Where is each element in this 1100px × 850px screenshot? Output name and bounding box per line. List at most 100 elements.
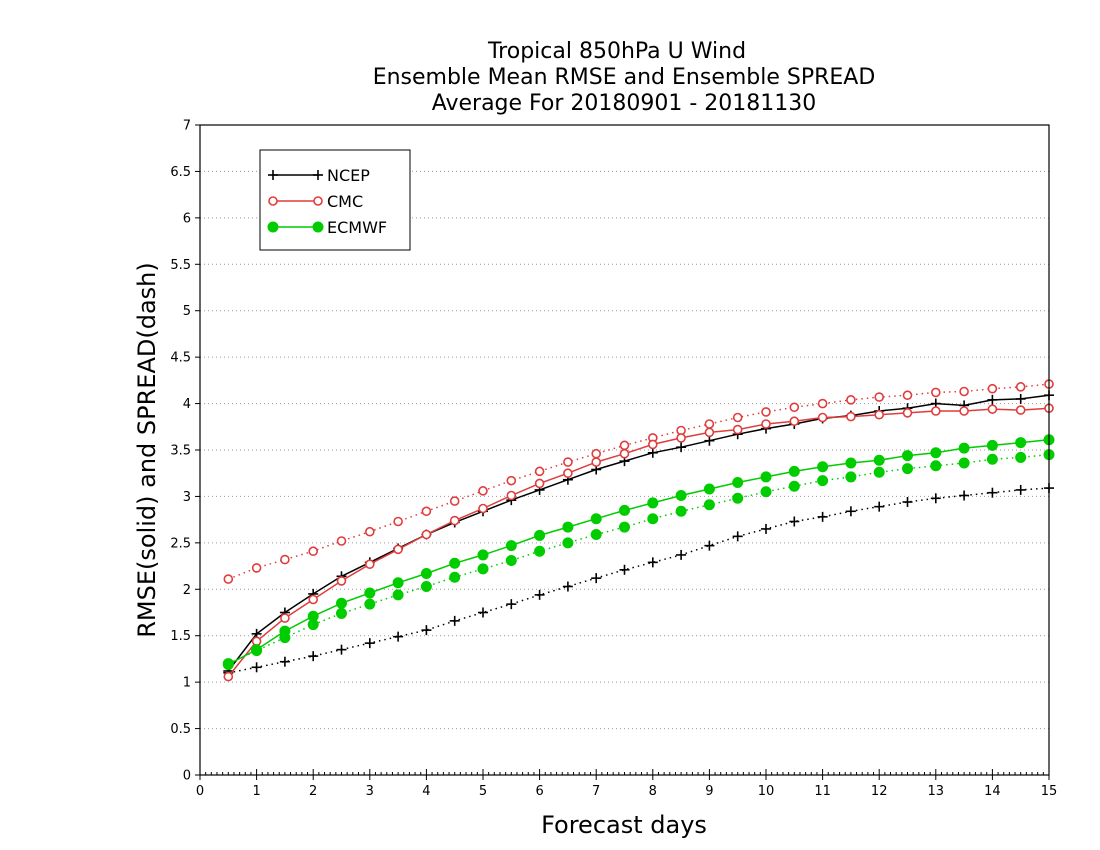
cmc-rmse-point	[732, 424, 743, 435]
ecmwf-spread-point	[732, 492, 744, 504]
chart-title: Tropical 850hPa U Wind Ensemble Mean RMS…	[373, 39, 876, 116]
y-tick-label: 0.5	[170, 722, 191, 737]
x-axis-title: Forecast days	[541, 811, 707, 839]
cmc-spread-point	[902, 390, 913, 401]
ecmwf-spread-point	[392, 589, 404, 601]
ecmwf-rmse-point	[817, 461, 829, 473]
cmc-spread-point	[421, 506, 432, 517]
cmc-spread-point	[534, 466, 545, 477]
cmc-spread-point	[506, 475, 517, 486]
ncep-rmse-point	[676, 442, 687, 453]
x-tick-label: 14	[984, 784, 1001, 799]
cmc-spread-point	[817, 398, 828, 409]
legend-marker-cmc	[313, 196, 323, 206]
ecmwf-spread-point	[477, 563, 489, 575]
ecmwf-rmse-point	[986, 439, 998, 451]
x-tick-label: 5	[479, 784, 487, 799]
y-tick-label: 2	[183, 583, 191, 598]
legend-marker-ecmwf	[312, 221, 324, 233]
ecmwf-spread-point	[336, 607, 347, 619]
x-tick-label: 2	[309, 784, 317, 799]
ncep-spread-line	[228, 487, 1050, 674]
ecmwf-spread-point	[986, 453, 998, 465]
x-tick-label: 9	[705, 784, 713, 799]
ncep-spread-point	[251, 662, 262, 673]
y-tick-label: 3	[183, 490, 191, 505]
cmc-rmse-point	[308, 594, 319, 605]
ncep-spread-point	[902, 497, 913, 507]
ecmwf-spread-point	[505, 555, 517, 566]
ecmwf-spread-point	[534, 545, 546, 557]
ncep-spread-point	[308, 651, 319, 662]
ncep-spread-point	[619, 564, 630, 575]
ecmwf-rmse-point	[760, 471, 772, 483]
ecmwf-rmse-point	[902, 450, 913, 462]
ecmwf-spread-point	[675, 505, 687, 517]
cmc-rmse-point	[874, 409, 885, 420]
cmc-spread-point	[732, 412, 743, 423]
x-tick-label: 13	[928, 784, 945, 799]
ecmwf-rmse-point	[477, 549, 489, 561]
ecmwf-rmse-line	[227, 439, 1050, 666]
y-tick-label: 1.5	[170, 629, 191, 644]
ecmwf-spread-point	[590, 529, 602, 540]
ecmwf-rmse-point	[619, 504, 630, 516]
cmc-spread-point	[478, 486, 488, 496]
cmc-spread-point	[280, 554, 290, 565]
ncep-spread-point	[761, 523, 771, 534]
cmc-rmse-point	[817, 412, 828, 423]
ecmwf-spread-point	[420, 581, 432, 592]
ncep-rmse-point	[987, 394, 998, 405]
ncep-spread-point	[449, 615, 460, 626]
ecmwf-spread-point	[817, 475, 829, 487]
cmc-spread-point	[761, 407, 771, 417]
ncep-spread-point	[506, 599, 517, 610]
ecmwf-rmse-point	[364, 587, 376, 599]
y-tick-label: 4.5	[170, 351, 191, 366]
title-line-2: Ensemble Mean RMSE and Ensemble SPREAD	[373, 65, 876, 90]
cmc-rmse-point	[563, 468, 573, 479]
series-group	[222, 379, 1055, 682]
ecmwf-rmse-point	[958, 442, 970, 454]
ecmwf-rmse-point	[562, 521, 574, 533]
x-tick-label: 8	[649, 784, 657, 799]
ecmwf-spread-point	[788, 480, 800, 492]
cmc-rmse-point	[619, 448, 630, 459]
ncep-spread-point	[591, 573, 602, 584]
y-tick-label: 6	[183, 211, 191, 226]
legend-marker-ecmwf	[267, 221, 279, 233]
cmc-rmse-point	[280, 613, 290, 623]
x-tick-label: 4	[422, 784, 430, 799]
y-tick-label: 4	[183, 397, 191, 412]
ecmwf-rmse-point	[420, 568, 432, 579]
ncep-spread-point	[279, 656, 290, 667]
ecmwf-spread-point	[562, 537, 574, 549]
cmc-rmse-point	[449, 515, 460, 526]
ecmwf-spread-point	[873, 466, 885, 478]
cmc-spread-point	[789, 402, 800, 413]
cmc-rmse-point	[704, 427, 715, 438]
ecmwf-rmse-point	[251, 644, 263, 656]
ncep-spread-point	[676, 549, 687, 560]
cmc-rmse-point	[364, 559, 375, 570]
ecmwf-rmse-point	[590, 513, 602, 525]
ncep-rmse-point	[1015, 393, 1026, 404]
legend-box	[259, 149, 411, 251]
ecmwf-rmse-point	[222, 659, 234, 670]
ecmwf-spread-point	[902, 463, 913, 475]
cmc-rmse-point	[506, 490, 517, 501]
cmc-spread-point	[1015, 382, 1026, 392]
ecmwf-rmse-point	[392, 577, 404, 589]
ecmwf-rmse-point	[788, 465, 800, 477]
cmc-rmse-point	[902, 408, 913, 418]
legend-label-ecmwf: ECMWF	[327, 218, 387, 237]
cmc-rmse-point	[789, 416, 800, 427]
ncep-spread-point	[421, 625, 432, 636]
cmc-spread-point	[308, 546, 319, 557]
ecmwf-spread-point	[449, 571, 461, 583]
cmc-rmse-point	[930, 406, 941, 416]
x-tick-label: 7	[592, 784, 600, 799]
legend-marker-ncep	[313, 170, 323, 180]
cmc-rmse-point	[336, 576, 347, 586]
x-tick-label: 3	[366, 784, 374, 799]
